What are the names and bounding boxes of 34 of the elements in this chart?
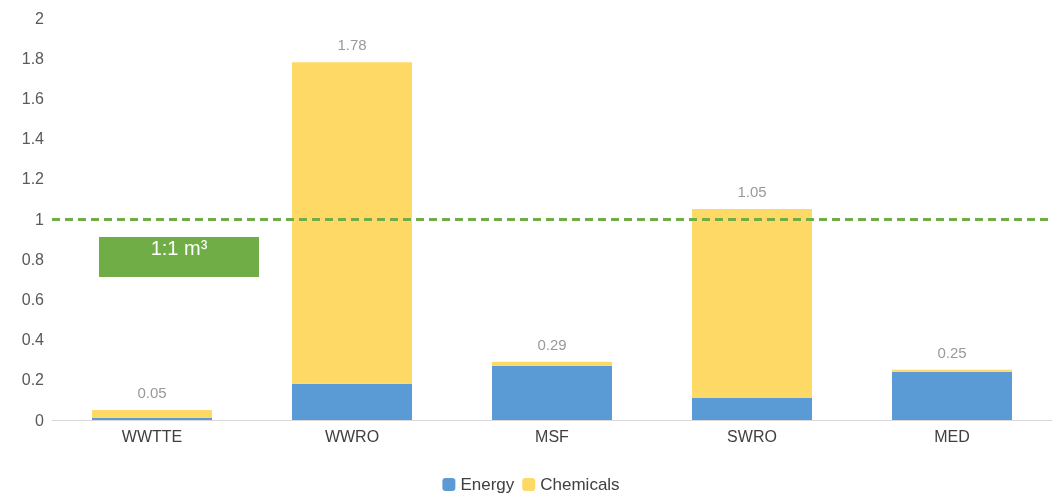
bar — [92, 409, 212, 418]
x-tick-label: WWTTE — [121, 427, 183, 445]
bar — [292, 62, 412, 384]
total-label: 0.05 — [137, 383, 167, 401]
bar — [492, 365, 612, 420]
bar — [692, 208, 812, 398]
y-tick-label: 0.2 — [21, 371, 45, 389]
y-tick-label: 0.6 — [21, 290, 45, 308]
x-tick-label: WWRO — [324, 427, 380, 445]
y-tick-label: 0 — [35, 411, 45, 429]
bar — [692, 397, 812, 420]
y-tick-label: 2 — [35, 9, 45, 27]
y-tick-label: 0.8 — [21, 250, 45, 268]
x-tick-label: SWRO — [727, 427, 777, 445]
y-tick-label: 0.4 — [21, 331, 45, 349]
y-tick-label: 1.2 — [21, 170, 45, 188]
y-tick-label: 1.6 — [21, 89, 45, 107]
legend-label: Chemicals — [540, 475, 620, 494]
x-tick-label: MED — [934, 427, 970, 445]
tag-box: 1:1 m³ — [99, 237, 259, 277]
total-label: 1.78 — [337, 36, 367, 54]
y-tick-label: 1 — [35, 210, 45, 228]
bar — [292, 383, 412, 420]
total-label: 0.25 — [937, 343, 967, 361]
bar — [492, 361, 612, 366]
bar — [892, 371, 1012, 420]
total-label: 0.29 — [537, 335, 567, 353]
y-tick-label: 1.4 — [21, 130, 45, 148]
x-tick-label: MSF — [535, 427, 570, 445]
legend-label: Energy — [460, 475, 515, 494]
bar — [92, 417, 212, 420]
bar — [892, 369, 1012, 372]
y-tick-label: 1.8 — [21, 49, 45, 67]
total-label: 1.05 — [737, 182, 767, 200]
